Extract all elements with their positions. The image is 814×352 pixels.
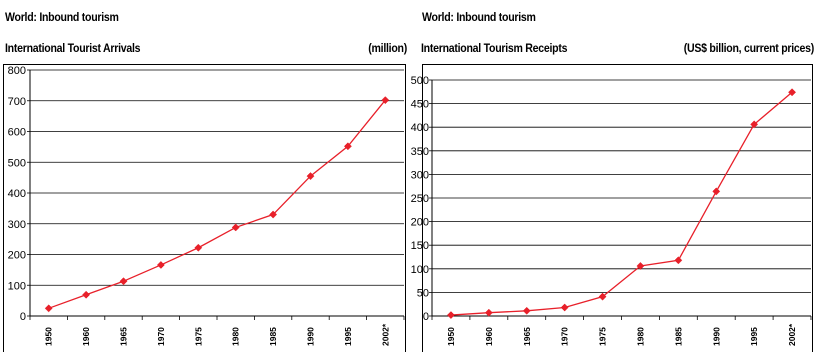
data-point [712,187,721,196]
x-tick-label: 1980 [635,327,645,346]
y-tick-label: 300 [411,169,429,181]
data-point [44,304,53,313]
x-tick-label: 1980 [231,327,241,346]
chart-frame [422,64,813,352]
x-tick-label: 1965 [119,327,129,346]
y-tick-label: 50 [417,287,429,299]
x-tick-label: 1960 [484,327,494,346]
x-tick-label: 2002* [787,323,797,346]
y-tick-label: 200 [411,217,429,229]
data-point [674,256,683,265]
data-point [522,306,531,315]
chart-panel-arrivals: World: Inbound tourism International Tou… [3,10,407,352]
y-tick-label: 100 [411,264,429,276]
x-tick-label: 1990 [306,327,316,346]
y-tick-label: 400 [8,188,26,200]
x-tick-label: 1950 [446,327,456,346]
chart-header: World: Inbound tourism [422,10,536,24]
x-tick-label: 1950 [44,327,54,346]
y-tick-label: 350 [411,146,429,158]
x-tick-label: 1985 [268,327,278,346]
y-tick-label: 0 [20,311,26,323]
data-point [381,96,390,105]
x-tick-label: 1965 [522,327,532,346]
line-chart-receipts: 0 50 100 150 200 250 300 350 400 450 500 1950 1960 19… [411,64,813,352]
data-point [788,88,797,97]
y-tick-label: 100 [8,280,26,292]
x-tick-label: 1995 [343,327,353,346]
y-tick-label: 600 [8,127,26,139]
y-tick-label: 150 [411,240,429,252]
y-tick-label: 250 [411,193,429,205]
data-point [484,308,493,317]
chart-unit: (million) [368,41,407,55]
chart-title: International Tourist Arrivals [5,41,141,55]
data-point [750,120,759,129]
y-tick-label: 450 [411,99,429,111]
line-chart-arrivals: 0 100 200 300 400 500 600 700 800 1950 1960 1965 197… [3,64,406,352]
series-line [48,99,386,309]
chart-header: World: Inbound tourism [5,10,119,24]
y-tick-label: 400 [411,122,429,134]
data-point [82,290,91,299]
x-tick-label: 1975 [598,327,608,346]
y-tick-label: 200 [8,250,26,262]
x-tick-label: 1990 [711,327,721,346]
data-point [119,277,128,286]
data-point [636,262,645,270]
x-tick-label: 1985 [673,327,683,346]
data-point [306,172,315,181]
x-tick-label: 1970 [156,327,166,346]
y-tick-label: 700 [8,96,26,108]
data-point [343,142,352,151]
chart-title: International Tourism Receipts [421,41,568,55]
x-tick-label: 1995 [749,327,759,346]
x-tick-label: 2002* [380,323,390,346]
y-tick-label: 0 [423,311,429,323]
data-point [446,311,455,320]
chart-panel-receipts: World: Inbound tourism International Tou… [407,0,814,352]
data-point [156,261,165,269]
y-tick-label: 800 [8,65,26,77]
x-tick-label: 1975 [193,327,203,346]
series-line [450,91,793,316]
y-tick-label: 500 [8,157,26,169]
chart-unit: (US$ billion, current prices) [683,41,814,55]
data-point [231,223,240,232]
chart-frame [3,64,406,352]
data-point [598,292,607,301]
data-point [194,243,203,252]
data-point [560,303,569,312]
y-tick-label: 500 [411,75,429,87]
data-point [269,210,278,219]
y-tick-label: 300 [8,219,26,231]
x-tick-label: 1970 [560,327,570,346]
x-tick-label: 1960 [81,327,91,346]
